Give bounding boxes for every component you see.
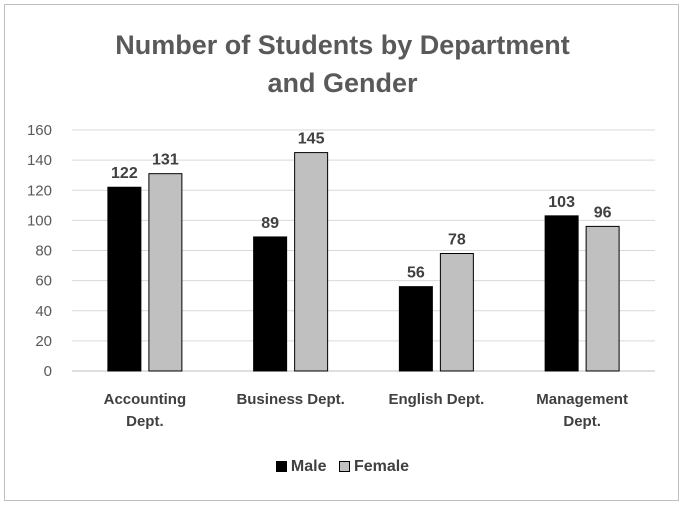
y-tick-label-80: 80 — [35, 243, 52, 260]
x-tick-label-1-0: Business Dept. — [236, 391, 344, 408]
y-tick-label-100: 100 — [27, 212, 52, 229]
y-tick-label-160: 160 — [27, 122, 52, 139]
bar-female-3 — [585, 225, 620, 372]
x-tick-label-3-0: Management — [536, 391, 628, 408]
bar-male-0 — [107, 186, 142, 372]
bar-female-1 — [294, 152, 329, 372]
legend-item-female: Female — [338, 458, 410, 476]
legend-item-male: Male — [275, 458, 327, 476]
data-label-male-0: 122 — [111, 165, 138, 182]
bar-male-3 — [544, 215, 579, 372]
legend: Male Female — [0, 458, 685, 476]
y-tick-label-40: 40 — [35, 303, 52, 320]
data-label-female-2: 78 — [448, 232, 466, 249]
x-tick-label-2-0: English Dept. — [388, 391, 484, 408]
bar-male-2 — [398, 286, 433, 372]
chart-title-line-2: and Gender — [267, 68, 418, 98]
bar-female-2 — [439, 253, 474, 372]
y-tick-label-120: 120 — [27, 182, 52, 199]
bar-male-1 — [253, 236, 288, 372]
y-tick-label-20: 20 — [35, 333, 52, 350]
data-label-female-1: 145 — [298, 131, 325, 148]
y-tick-label-60: 60 — [35, 273, 52, 290]
bar-female-0 — [148, 173, 183, 372]
data-label-female-3: 96 — [594, 204, 612, 221]
chart-title: Number of Students by Department and Gen… — [0, 26, 685, 102]
data-label-male-3: 103 — [548, 194, 575, 211]
x-tick-label-0-0: Accounting — [104, 391, 187, 408]
data-label-female-0: 131 — [152, 152, 179, 169]
legend-label-female: Female — [353, 458, 410, 475]
legend-label-male: Male — [290, 458, 327, 475]
x-tick-label-0-1: Dept. — [126, 413, 164, 430]
y-tick-label-140: 140 — [27, 152, 52, 169]
data-label-male-2: 56 — [407, 265, 425, 282]
legend-swatch-male — [275, 461, 287, 472]
y-tick-label-0: 0 — [44, 363, 52, 380]
legend-swatch-female — [338, 461, 350, 472]
x-tick-label-3-1: Dept. — [563, 413, 601, 430]
data-label-male-1: 89 — [261, 215, 279, 232]
chart-title-line-1: Number of Students by Department — [115, 30, 570, 60]
